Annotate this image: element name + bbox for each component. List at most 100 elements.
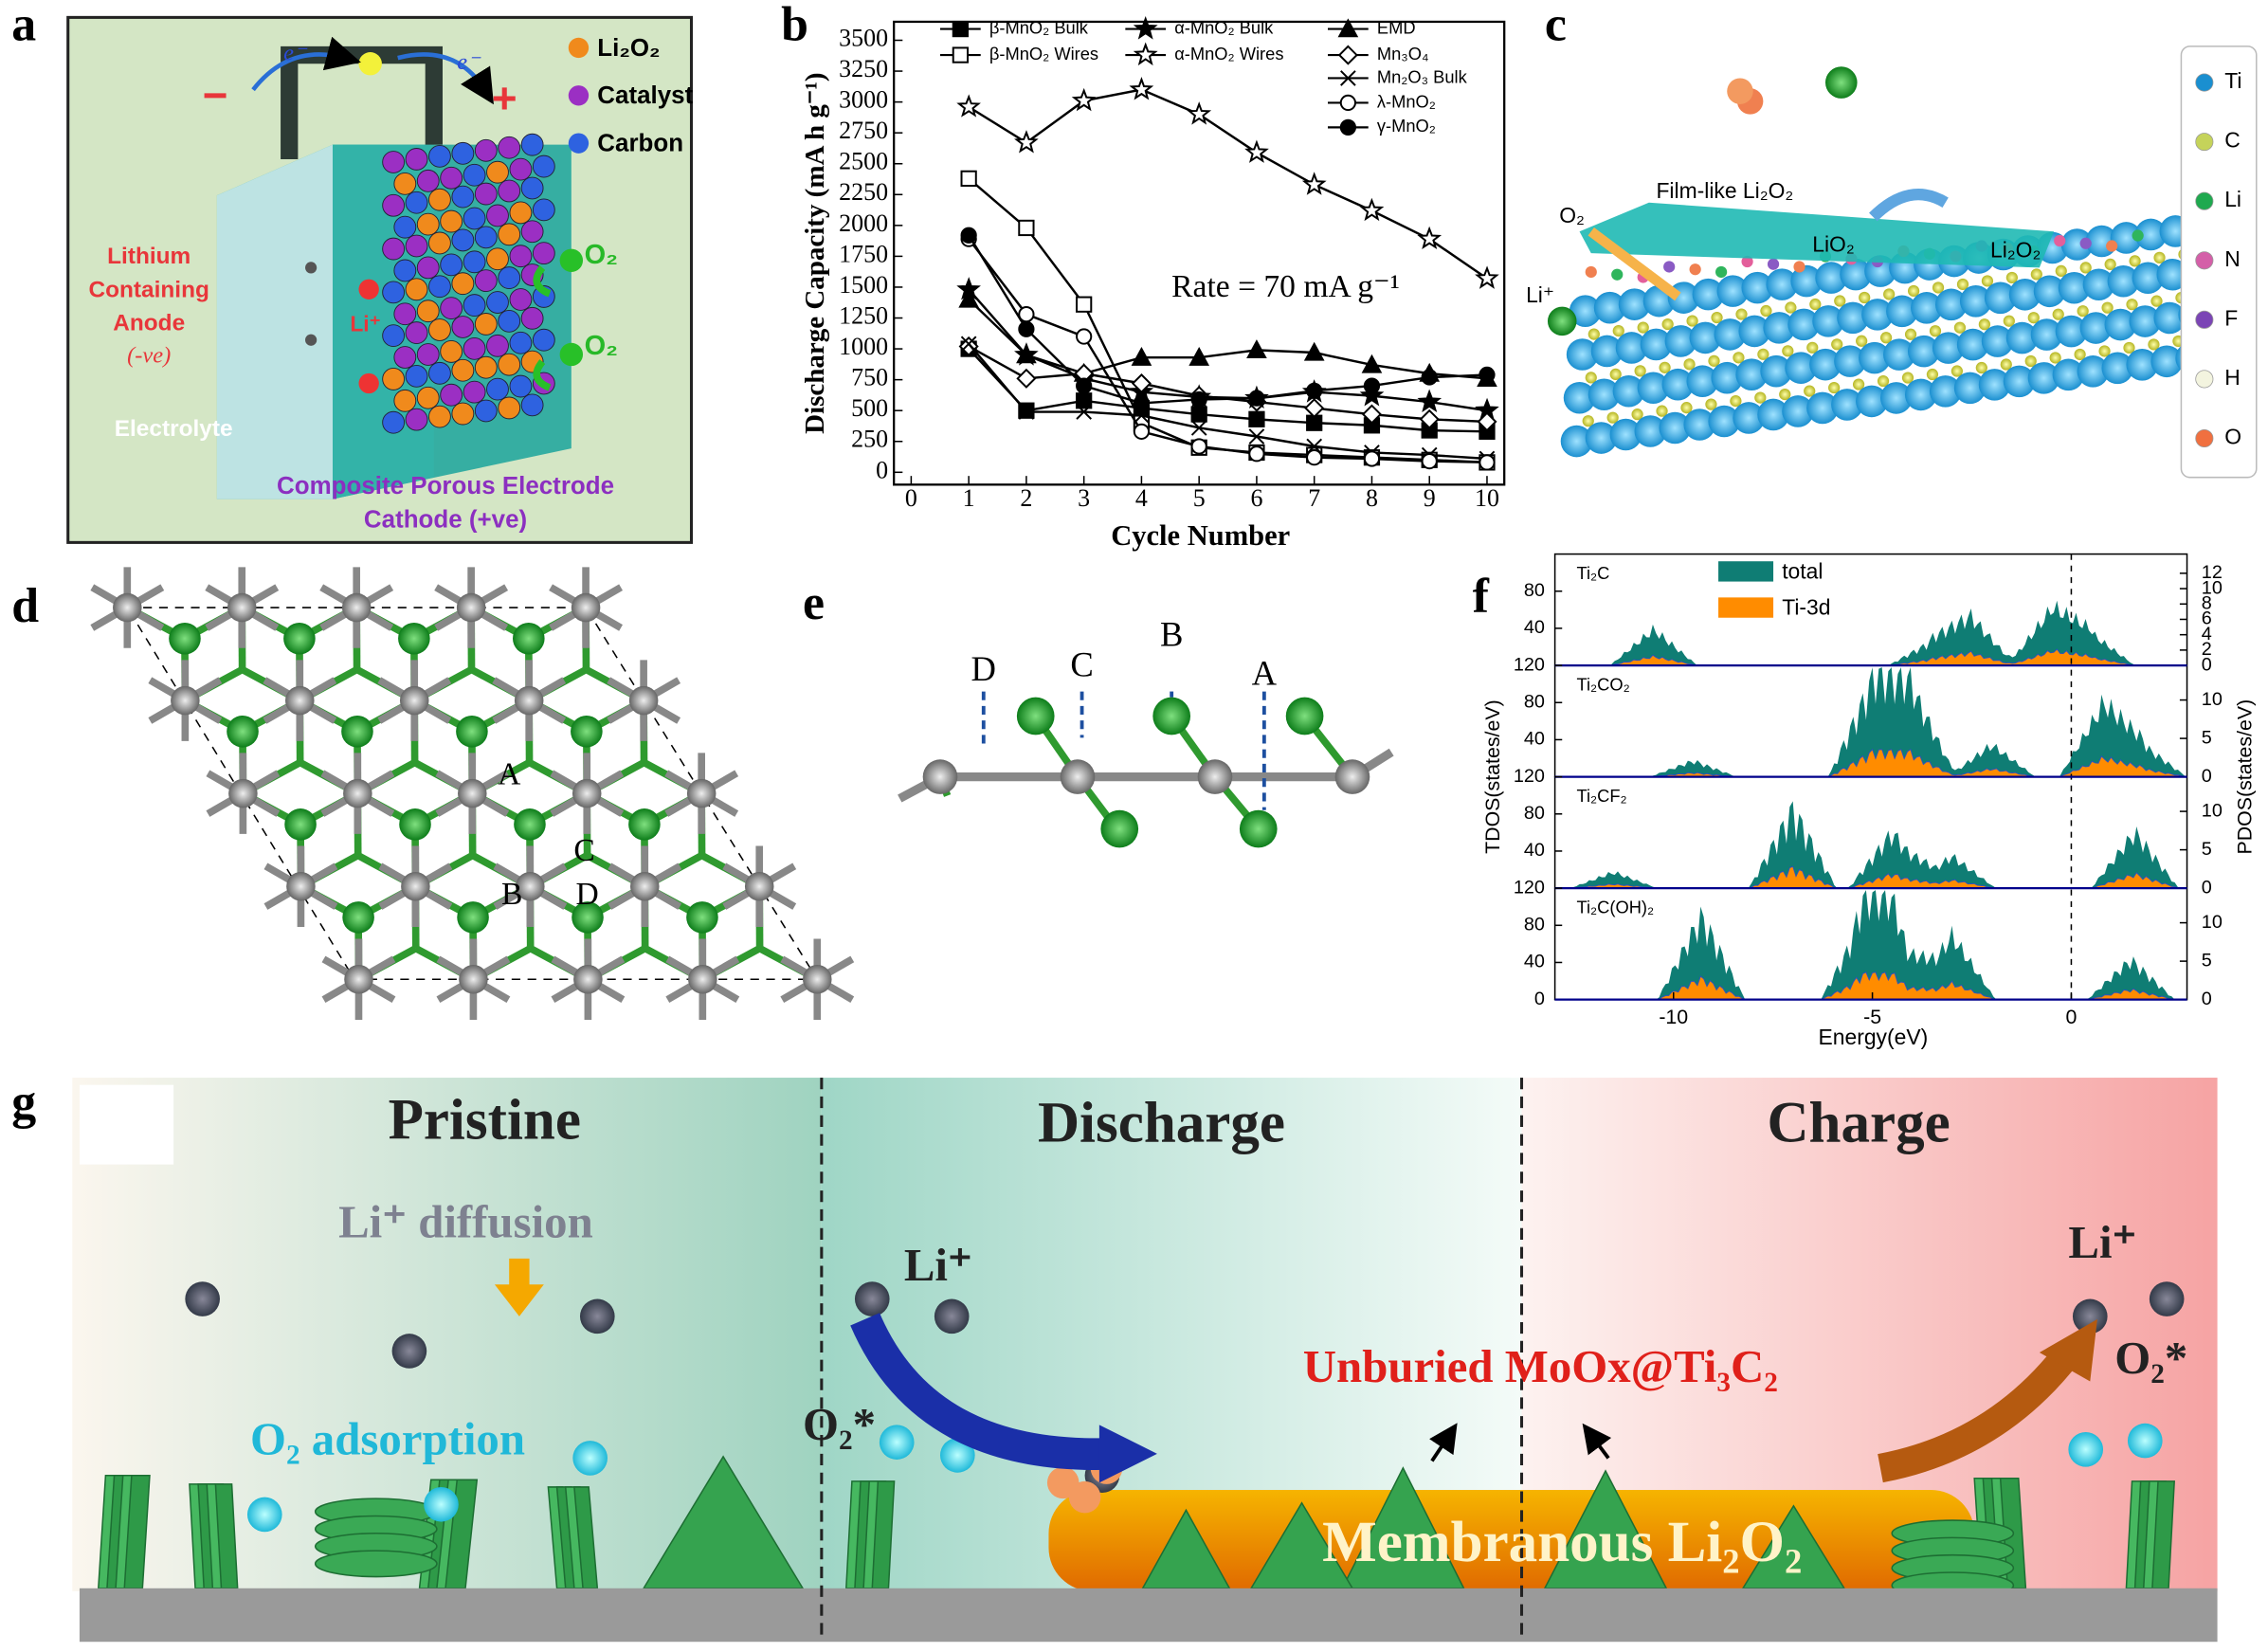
slab-atom	[2126, 299, 2138, 311]
series-line	[968, 234, 1488, 405]
dos-curves	[1553, 600, 2187, 1001]
legend-text: γ-MnO₂	[1377, 116, 1436, 136]
slab-atom	[1757, 398, 1789, 431]
marker	[1248, 428, 1265, 445]
slab-atom	[1631, 408, 1643, 421]
legend-text: α-MnO₂ Bulk	[1174, 17, 1274, 37]
c-atom	[686, 901, 718, 934]
particle	[428, 188, 451, 211]
site-label: D	[575, 877, 598, 912]
c-atom	[456, 716, 488, 748]
particle	[405, 234, 428, 258]
marker	[1421, 452, 1438, 470]
site-label: B	[1160, 615, 1183, 654]
slab-atom	[1934, 288, 1968, 321]
particle	[382, 410, 406, 434]
panel-label: d	[11, 579, 39, 633]
y-tick-label: 40	[1524, 952, 1545, 972]
ti-atom	[573, 965, 603, 994]
particle	[474, 138, 498, 162]
particle	[520, 306, 544, 330]
panel-f: total Ti-3d Energy(eV) TDOS(states/eV) P…	[1481, 553, 2257, 1049]
surface-atom	[1689, 263, 1701, 276]
x-tick-label: 7	[1308, 484, 1320, 512]
y-tick-label: 2000	[839, 209, 888, 237]
slab-atom	[1760, 354, 1792, 388]
down-arrow	[494, 1258, 544, 1316]
lattice	[90, 567, 855, 1021]
particle	[486, 247, 509, 271]
legend-marker	[1133, 42, 1158, 66]
slab-atom	[1634, 365, 1646, 377]
legend-text: β-MnO₂ Wires	[989, 44, 1098, 64]
y2-tick-label: 0	[2202, 989, 2212, 1009]
slab-atom	[1711, 311, 1723, 324]
particle	[405, 148, 428, 171]
slab-atom	[1861, 299, 1894, 331]
slab-atom	[1686, 315, 1698, 327]
particle	[474, 399, 498, 423]
particle	[405, 321, 428, 344]
li-ion	[391, 1334, 427, 1369]
x-tick-label: 1	[963, 484, 975, 512]
particle	[382, 237, 406, 261]
slab-atom	[1859, 341, 1891, 374]
li2o2-cluster	[1046, 1466, 1080, 1499]
slab-atom	[1708, 405, 1740, 438]
x-tick-label: 2	[1020, 484, 1032, 512]
legend-marker	[1339, 118, 1356, 136]
slab-atom	[1953, 321, 1967, 334]
series-line	[968, 88, 1488, 280]
slab-atom	[1637, 372, 1670, 405]
surface-atom	[2132, 229, 2144, 242]
electron-label: e⁻	[457, 49, 481, 75]
marker	[1190, 390, 1207, 408]
marker	[1246, 339, 1267, 359]
slab-atom	[1901, 372, 1914, 384]
y2-tick-label: 0	[2202, 654, 2212, 675]
legend-text: EMD	[1377, 17, 1416, 37]
slab-atom	[1929, 375, 1962, 408]
slab-atom	[2024, 354, 2037, 368]
marker	[1188, 346, 1210, 366]
particle	[532, 154, 555, 178]
legend-dot	[568, 37, 590, 59]
y-axis-label: Discharge Capacity (mA h g⁻¹)	[800, 72, 830, 433]
slab-atom	[2123, 341, 2135, 354]
marker	[1359, 383, 1385, 407]
marker	[1361, 404, 1383, 425]
legend-text: Mn₂O₃ Bulk	[1377, 66, 1468, 86]
slab-atom	[1686, 365, 1719, 397]
marker	[1248, 410, 1265, 427]
legend-dot	[568, 133, 590, 154]
c-atom	[1100, 809, 1139, 848]
particle	[305, 262, 318, 274]
slab-atom	[1785, 301, 1797, 314]
y-tick-label: 80	[1524, 915, 1545, 935]
li-ion	[854, 1281, 890, 1316]
substrate	[79, 1588, 2218, 1643]
particle	[382, 281, 406, 304]
x-tick-label: 8	[1366, 484, 1378, 512]
slab-atom	[1812, 305, 1844, 337]
particle	[428, 231, 451, 255]
x-tick-label: 10	[1475, 484, 1499, 512]
marker	[1244, 139, 1269, 163]
slab-atom	[1590, 335, 1624, 368]
y2-tick-label: 5	[2202, 839, 2212, 860]
ti-atom	[516, 871, 545, 901]
slab-atom	[2052, 358, 2085, 391]
ti-atom	[459, 965, 488, 994]
legend-swatch	[1718, 561, 1774, 582]
panel-c: Film-like Li₂O₂ O₂ LiO₂ Li₂O₂ Li⁺ Ti C Li N…	[1526, 45, 2258, 479]
legend-dot	[2195, 370, 2214, 389]
y-axis-label: TDOS(states/eV)	[1481, 699, 1504, 854]
o2-molecule	[246, 1497, 282, 1533]
legend-text: C	[2224, 128, 2241, 153]
legend-marker	[1337, 45, 1358, 65]
slab-atom	[1790, 264, 1823, 298]
y2-tick-label: 0	[2202, 877, 2212, 898]
slab-atom	[1683, 358, 1696, 371]
particle	[405, 191, 428, 214]
slab-atom	[2098, 345, 2111, 357]
